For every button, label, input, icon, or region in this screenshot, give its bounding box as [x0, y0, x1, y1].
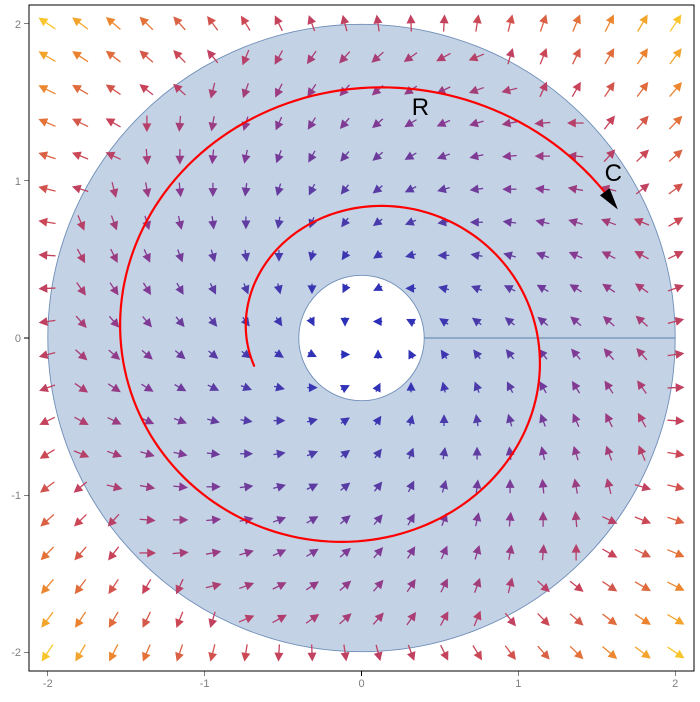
xtick-label: -1 — [200, 678, 210, 690]
ytick-label: 2 — [15, 19, 21, 31]
ytick-label: -2 — [11, 647, 21, 659]
label-C: C — [605, 160, 622, 187]
xtick-label: -2 — [43, 678, 53, 690]
region-inner-hole — [299, 275, 424, 400]
ytick-label: 0 — [15, 333, 21, 345]
ytick-label: -1 — [11, 490, 21, 502]
xtick-label: 0 — [358, 678, 364, 690]
ytick-label: 1 — [15, 176, 21, 188]
xtick-label: 1 — [515, 678, 521, 690]
chart-svg: R C -2 -1 0 1 2 -2 -1 0 1 2 — [0, 0, 700, 702]
label-R: R — [412, 94, 429, 121]
xtick-label: 2 — [672, 678, 678, 690]
vector-field-chart: R C -2 -1 0 1 2 -2 -1 0 1 2 — [0, 0, 700, 702]
